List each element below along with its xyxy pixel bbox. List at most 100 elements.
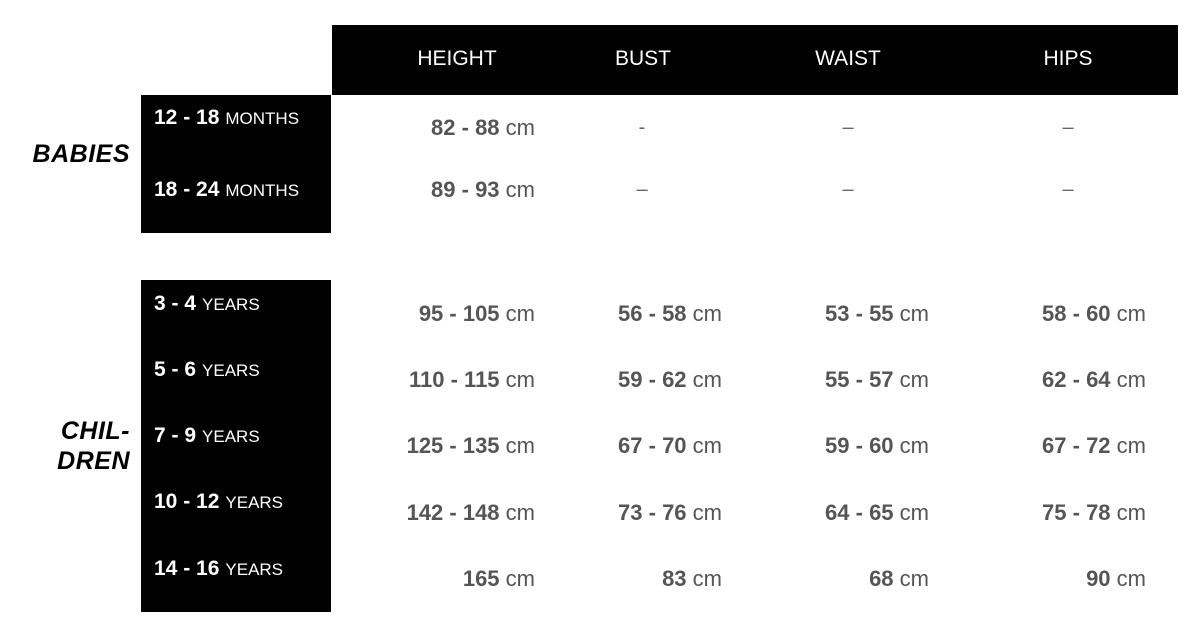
measurement-value: 64 - 65 cm	[825, 500, 929, 526]
measurement-unit: cm	[899, 500, 929, 525]
measurement-unit: cm	[505, 115, 535, 140]
measurement-unit: cm	[692, 566, 722, 591]
age-unit: MONTHS	[225, 181, 300, 200]
measurement-number: 75 - 78	[1042, 500, 1111, 525]
measurement-unit: cm	[692, 301, 722, 326]
measurement-unit: cm	[899, 301, 929, 326]
measurement-number: 142 - 148	[406, 500, 500, 525]
measurement-value: 75 - 78 cm	[1042, 500, 1146, 526]
measurement-value: 62 - 64 cm	[1042, 367, 1146, 393]
empty-value: –	[842, 178, 854, 201]
measurement-unit: cm	[505, 367, 535, 392]
measurement-unit: cm	[505, 433, 535, 458]
measurement-value: 67 - 72 cm	[1042, 433, 1146, 459]
measurement-unit: cm	[505, 566, 535, 591]
measurement-value: 58 - 60 cm	[1042, 301, 1146, 327]
children-age-box	[141, 280, 331, 612]
measurement-value: 53 - 55 cm	[825, 301, 929, 327]
measurement-value: 110 - 115 cm	[409, 367, 535, 393]
age-unit: MONTHS	[225, 109, 300, 128]
empty-value: –	[1062, 178, 1074, 201]
measurement-value: 83 cm	[662, 566, 722, 592]
measurement-unit: cm	[505, 301, 535, 326]
measurement-number: 67 - 70	[618, 433, 687, 458]
age-unit: YEARS	[202, 427, 260, 446]
measurement-value: 82 - 88 cm	[431, 115, 535, 141]
measurement-unit: cm	[899, 433, 929, 458]
measurement-number: 58 - 60	[1042, 301, 1111, 326]
measurement-value: 59 - 60 cm	[825, 433, 929, 459]
age-label: 14 - 16 YEARS	[154, 557, 283, 581]
measurement-value: 68 cm	[869, 566, 929, 592]
age-unit: YEARS	[202, 295, 260, 314]
column-header-bust: BUST	[614, 47, 672, 70]
measurement-number: 90	[1086, 566, 1111, 591]
measurement-value: 59 - 62 cm	[618, 367, 722, 393]
measurement-number: 83	[662, 566, 687, 591]
measurement-unit: cm	[899, 367, 929, 392]
empty-value: –	[1062, 116, 1074, 139]
age-unit: YEARS	[225, 560, 284, 579]
measurement-value: 67 - 70 cm	[618, 433, 722, 459]
column-header-bar: HEIGHT BUST WAIST HIPS	[332, 25, 1178, 95]
measurement-unit: cm	[1116, 500, 1146, 525]
empty-value: –	[842, 116, 854, 139]
empty-value: –	[636, 178, 648, 201]
measurement-number: 53 - 55	[825, 301, 894, 326]
age-range: 12 - 18	[154, 106, 220, 129]
measurement-number: 165	[462, 566, 500, 591]
measurement-unit: cm	[1116, 301, 1146, 326]
age-range: 10 - 12	[154, 490, 220, 513]
measurement-number: 95 - 105	[418, 301, 500, 326]
measurement-number: 89 - 93	[431, 177, 500, 202]
measurement-number: 56 - 58	[618, 301, 687, 326]
age-unit: YEARS	[202, 361, 260, 380]
group-label-children: CHIL- DREN	[57, 417, 130, 475]
measurement-number: 67 - 72	[1042, 433, 1111, 458]
measurement-unit: cm	[692, 500, 722, 525]
measurement-number: 62 - 64	[1042, 367, 1111, 392]
measurement-number: 64 - 65	[825, 500, 894, 525]
measurement-unit: cm	[1116, 367, 1146, 392]
age-unit: YEARS	[225, 493, 284, 512]
column-header-waist: WAIST	[815, 47, 881, 70]
measurement-value: 142 - 148 cm	[407, 500, 535, 526]
measurement-unit: cm	[505, 177, 535, 202]
measurement-number: 73 - 76	[618, 500, 687, 525]
measurement-number: 125 - 135	[406, 433, 500, 458]
measurement-number: 68	[869, 566, 894, 591]
measurement-value: 90 cm	[1086, 566, 1146, 592]
measurement-value: 55 - 57 cm	[825, 367, 929, 393]
age-label: 3 - 4 YEARS	[154, 292, 260, 316]
measurement-unit: cm	[505, 500, 535, 525]
column-header-hips: HIPS	[1043, 47, 1093, 70]
group-label-babies: BABIES	[32, 140, 130, 168]
age-range: 14 - 16	[154, 557, 220, 580]
measurement-number: 59 - 60	[825, 433, 894, 458]
measurement-number: 55 - 57	[825, 367, 894, 392]
measurement-number: 59 - 62	[618, 367, 687, 392]
age-label: 5 - 6 YEARS	[154, 358, 260, 382]
measurement-value: 56 - 58 cm	[618, 301, 722, 327]
babies-age-box	[141, 95, 331, 233]
measurement-unit: cm	[899, 566, 929, 591]
measurement-value: 95 - 105 cm	[419, 301, 535, 327]
age-label: 7 - 9 YEARS	[154, 424, 260, 448]
measurement-value: 89 - 93 cm	[431, 177, 535, 203]
measurement-unit: cm	[692, 433, 722, 458]
age-range: 3 - 4	[154, 292, 197, 315]
column-header-height: HEIGHT	[417, 47, 497, 70]
age-label: 18 - 24 MONTHS	[154, 178, 299, 202]
measurement-value: 73 - 76 cm	[618, 500, 722, 526]
measurement-number: 110 - 115	[409, 367, 500, 392]
measurement-unit: cm	[692, 367, 722, 392]
measurement-value: 125 - 135 cm	[407, 433, 535, 459]
empty-value: -	[638, 116, 646, 139]
measurement-value: 165 cm	[463, 566, 535, 592]
measurement-number: 82 - 88	[431, 115, 500, 140]
measurement-unit: cm	[1116, 433, 1146, 458]
age-range: 7 - 9	[154, 424, 197, 447]
age-label: 10 - 12 YEARS	[154, 490, 283, 514]
age-range: 18 - 24	[154, 178, 220, 201]
age-label: 12 - 18 MONTHS	[154, 106, 299, 130]
